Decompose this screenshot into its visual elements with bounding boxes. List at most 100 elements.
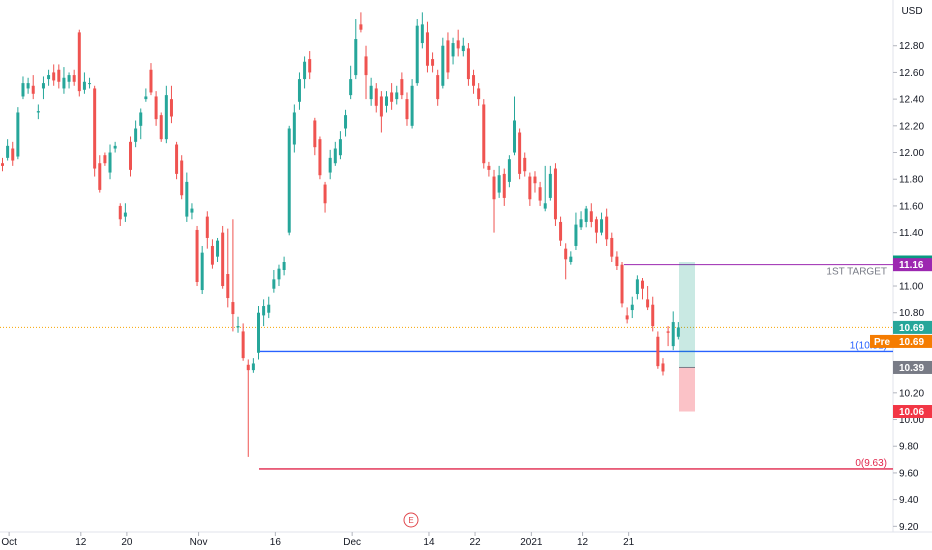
candle-body <box>410 85 414 126</box>
price-tick-label: 9.60 <box>899 468 919 479</box>
time-tick-label: 12 <box>577 537 589 548</box>
candle-body <box>216 240 220 257</box>
candle-body <box>257 312 260 353</box>
fib-level-0-label: 0(9.63) <box>855 458 887 469</box>
candle-body <box>180 160 184 196</box>
candle-body <box>57 69 61 82</box>
candle-body <box>482 104 486 164</box>
candle-body <box>108 152 112 173</box>
candle-body <box>676 327 680 337</box>
candle-body <box>185 181 189 217</box>
candle-body <box>584 208 588 222</box>
candle-body <box>487 165 491 170</box>
candle-body <box>129 141 132 170</box>
price-tick-label: 12.60 <box>899 68 924 79</box>
price-badge <box>893 360 932 374</box>
candle-body <box>118 205 122 220</box>
price-tick-label: 11.60 <box>899 201 924 212</box>
price-tick-label: 11.80 <box>899 175 924 186</box>
candle-body <box>635 279 639 295</box>
candle-body <box>671 322 675 347</box>
candle-body <box>200 252 204 291</box>
price-axis-unit: USD <box>901 6 922 17</box>
candle-body <box>236 326 240 328</box>
price-badge <box>893 320 932 334</box>
candle-body <box>548 173 552 198</box>
candle-body <box>82 81 86 90</box>
candle-body <box>625 315 629 320</box>
candle-body <box>400 79 404 96</box>
target-label: 1ST TARGET <box>826 267 887 278</box>
candle-body <box>226 274 230 299</box>
price-tick-label: 12.40 <box>899 95 924 106</box>
price-badge-label: 11.16 <box>899 260 924 271</box>
candle-body <box>646 299 650 308</box>
candle-body <box>313 120 317 148</box>
candle-body <box>538 187 542 201</box>
time-tick-label: 22 <box>469 537 481 548</box>
time-tick-label: 14 <box>423 537 435 548</box>
price-tick-label: 10.20 <box>899 388 924 399</box>
candle-body <box>395 92 399 100</box>
price-tick-label: 12.80 <box>899 41 924 52</box>
candle-body <box>513 120 516 153</box>
candle-body <box>36 111 40 113</box>
candle-body <box>579 219 583 228</box>
candle-body <box>574 224 578 246</box>
price-badge <box>893 258 932 272</box>
candle-body <box>497 175 501 193</box>
price-tick-label: 10.00 <box>899 415 924 426</box>
position-profit-zone <box>679 261 695 368</box>
position-loss-zone <box>679 367 695 412</box>
price-tick-label: 12.20 <box>899 121 924 132</box>
candle-body <box>441 45 445 86</box>
candle-body <box>605 216 609 240</box>
candle-body <box>31 85 35 94</box>
candle-body <box>333 148 337 164</box>
candle-body <box>523 157 527 172</box>
candle-body <box>292 112 296 145</box>
candle-body <box>559 221 563 241</box>
time-tick-label: 2021 <box>520 537 543 548</box>
candle-body <box>328 157 332 173</box>
candle-body <box>103 155 107 164</box>
price-tick-label: 9.20 <box>899 522 919 533</box>
candle-body <box>354 39 358 76</box>
candles-group <box>1 12 680 457</box>
candle-body <box>477 88 481 100</box>
candle-body <box>231 302 235 315</box>
candle-body <box>26 83 30 89</box>
candle-body <box>205 216 209 238</box>
candle-body <box>6 145 10 158</box>
candle-body <box>436 75 440 100</box>
candle-body <box>98 163 102 190</box>
price-tick-label: 11.00 <box>899 282 924 293</box>
candle-body <box>241 331 245 359</box>
candle-body <box>630 304 634 311</box>
candle-body <box>651 304 655 327</box>
candle-body <box>446 40 450 73</box>
candle-body <box>543 203 547 209</box>
candle-body <box>661 363 665 372</box>
price-badge-label: 10.69 <box>899 337 924 348</box>
candle-body <box>287 128 291 233</box>
candle-body <box>364 56 368 76</box>
candle-body <box>553 168 557 220</box>
candle-body <box>369 85 373 100</box>
time-tick-label: Dec <box>343 537 361 548</box>
candle-body <box>600 219 604 233</box>
candle-body <box>282 261 286 271</box>
candle-body <box>456 40 460 49</box>
price-badge <box>893 334 932 348</box>
candle-body <box>379 96 383 117</box>
candle-body <box>272 279 276 289</box>
candle-body <box>77 32 81 92</box>
candle-body <box>385 96 388 106</box>
candle-body <box>41 83 45 89</box>
price-tick-label: 9.80 <box>899 442 919 453</box>
price-tick-label: 10.80 <box>899 308 924 319</box>
candle-body <box>518 132 522 174</box>
fib-level-1-label: 1(10.51) <box>850 340 887 351</box>
